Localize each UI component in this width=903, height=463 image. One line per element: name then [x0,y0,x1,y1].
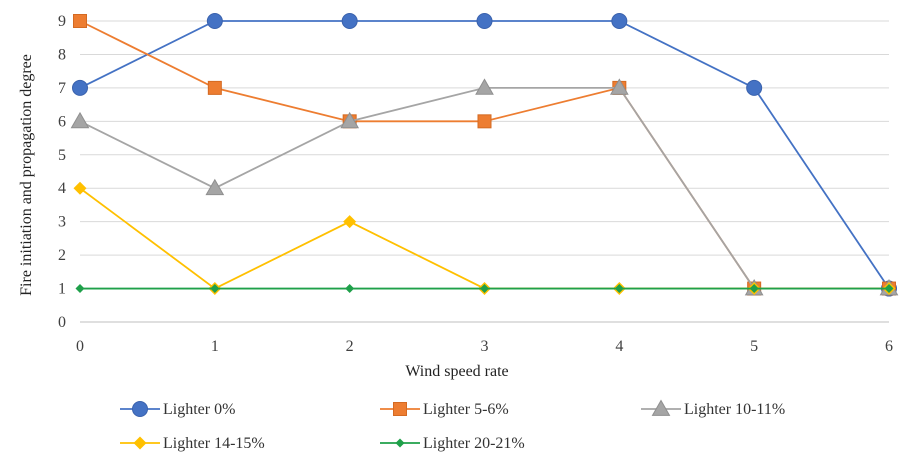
series-3 [70,78,899,296]
legend-item: Lighter 20-21% [380,435,525,452]
y-tick-label: 9 [58,13,66,30]
series-line [79,187,889,290]
x-tick-label: 6 [885,338,893,355]
y-tick-label: 8 [58,46,66,63]
data-point [749,284,759,294]
legend-swatch-marker [393,402,407,416]
legend-item: Lighter 0% [120,401,235,418]
data-point [884,284,894,294]
y-tick-label: 3 [58,214,66,231]
data-point [341,13,358,29]
legend-swatch-marker [651,399,671,416]
data-point [343,215,357,229]
data-point [75,284,85,294]
data-point [70,111,90,129]
series-4 [73,181,896,296]
data-point [73,14,87,28]
gridlines [80,20,889,323]
y-tick-label: 2 [58,247,66,264]
data-point [72,79,88,96]
y-axis-title: Fire initiation and propagation degree [18,54,35,296]
data-point [345,284,355,294]
data-point [609,78,629,95]
y-tick-label: 4 [58,180,66,197]
x-tick-label: 1 [211,338,219,355]
data-point [210,284,220,294]
data-point [476,13,493,29]
legend-label: Lighter 0% [163,401,235,418]
series-5 [75,284,894,294]
legend-label: Lighter 5-6% [423,401,509,418]
y-tick-label: 6 [58,113,66,130]
legend-label: Lighter 10-11% [684,401,785,418]
data-point [480,284,489,294]
data-point [475,78,494,95]
data-point [746,79,763,96]
data-point [206,13,223,29]
x-tick-label: 3 [481,338,489,355]
y-tick-labels: 0 1 2 3 4 5 6 7 8 9 [58,13,66,331]
y-tick-label: 1 [58,281,66,298]
y-tick-label: 7 [58,80,66,97]
legend: Lighter 0% Lighter 5-6% Lighter 10-11% Ligh… [120,399,785,452]
x-tick-labels: 0 1 2 3 4 5 6 [76,338,893,355]
x-tick-label: 2 [346,338,354,355]
x-tick-label: 5 [750,338,758,355]
legend-item: Lighter 10-11% [641,399,785,418]
data-point [611,13,628,29]
legend-item: Lighter 14-15% [120,435,265,452]
y-tick-label: 5 [58,147,66,164]
series-group [70,13,899,297]
data-point [614,284,624,294]
x-tick-label: 0 [76,338,84,355]
data-point [207,80,222,95]
x-tick-label: 4 [615,338,623,355]
data-point [205,178,225,196]
legend-swatch-marker [395,438,405,448]
legend-label: Lighter 14-15% [163,435,265,452]
data-point [477,114,492,129]
y-tick-label: 0 [58,314,66,331]
data-point [340,111,360,129]
legend-swatch-marker [132,401,148,417]
legend-item: Lighter 5-6% [380,401,509,418]
data-point [73,181,87,195]
legend-swatch-marker [133,436,147,450]
x-axis-title: Wind speed rate [405,363,508,380]
legend-label: Lighter 20-21% [423,435,525,452]
